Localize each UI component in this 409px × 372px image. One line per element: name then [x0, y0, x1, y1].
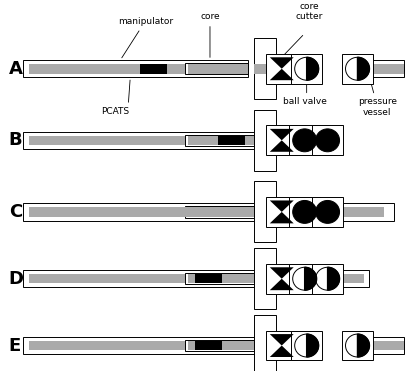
Polygon shape [269, 129, 293, 140]
Bar [184, 206, 253, 218]
Bar [265, 54, 297, 84]
Bar [22, 60, 247, 77]
Bar [275, 337, 294, 354]
Bar [275, 207, 389, 217]
Bar [184, 340, 253, 351]
Bar [184, 135, 253, 146]
Text: A: A [9, 60, 22, 78]
Bar [253, 64, 274, 74]
Ellipse shape [345, 334, 369, 357]
Polygon shape [357, 334, 369, 357]
Bar [253, 248, 275, 309]
Bar [218, 135, 244, 145]
Bar [188, 135, 253, 145]
Polygon shape [269, 69, 293, 80]
Text: manipulator: manipulator [117, 17, 172, 58]
Polygon shape [357, 57, 369, 80]
Bar [275, 274, 364, 283]
Text: E: E [9, 337, 21, 355]
Bar [311, 197, 342, 227]
Text: pressure
vessel: pressure vessel [357, 97, 396, 117]
Bar [195, 341, 221, 350]
Polygon shape [306, 57, 318, 80]
Text: PCATS: PCATS [101, 107, 129, 116]
Ellipse shape [345, 57, 369, 80]
Bar [221, 341, 253, 350]
Bar [140, 64, 167, 74]
Ellipse shape [292, 129, 316, 152]
Bar [288, 264, 319, 294]
Bar [384, 207, 391, 217]
Bar [341, 331, 372, 360]
Ellipse shape [315, 201, 339, 223]
Bar [221, 274, 253, 283]
Polygon shape [304, 267, 316, 290]
Bar [290, 54, 321, 84]
Bar [265, 125, 297, 155]
Bar [288, 125, 319, 155]
Bar [275, 341, 292, 350]
Polygon shape [269, 57, 293, 69]
Bar [130, 207, 253, 217]
Bar [29, 135, 184, 145]
Bar [253, 315, 275, 372]
Bar [29, 207, 130, 217]
Bar [22, 337, 275, 354]
Bar [22, 132, 275, 149]
Bar [188, 274, 253, 283]
Bar [341, 54, 372, 84]
Bar [265, 331, 297, 360]
Bar [275, 270, 369, 287]
Ellipse shape [315, 129, 339, 152]
Ellipse shape [315, 267, 339, 290]
Text: core
cutter: core cutter [295, 1, 323, 21]
Text: C: C [9, 203, 22, 221]
Text: core: core [200, 12, 219, 57]
Bar [275, 203, 393, 221]
Polygon shape [269, 267, 293, 279]
Bar [345, 337, 403, 354]
Bar [369, 64, 403, 74]
Polygon shape [269, 140, 293, 152]
Bar [265, 197, 297, 227]
Bar [253, 38, 275, 99]
Bar [311, 264, 342, 294]
Bar [188, 341, 253, 350]
Polygon shape [269, 279, 293, 290]
Bar [253, 110, 275, 171]
Ellipse shape [292, 201, 316, 223]
Bar [369, 341, 403, 350]
Bar [275, 135, 339, 145]
Text: D: D [9, 270, 24, 288]
Bar [274, 60, 275, 77]
Bar [275, 132, 341, 149]
Bar [29, 274, 184, 283]
Ellipse shape [292, 267, 316, 290]
Polygon shape [327, 267, 339, 290]
Bar [265, 264, 297, 294]
Bar [29, 341, 184, 350]
Bar [29, 64, 247, 74]
Bar [188, 64, 247, 74]
Text: B: B [9, 131, 22, 149]
Polygon shape [269, 346, 293, 357]
Bar [290, 331, 321, 360]
Bar [253, 182, 275, 243]
Ellipse shape [294, 334, 318, 357]
Bar [311, 125, 342, 155]
Polygon shape [269, 201, 293, 212]
Bar [184, 63, 247, 74]
Bar [195, 274, 221, 283]
Ellipse shape [294, 57, 318, 80]
Bar [22, 270, 275, 287]
Bar [184, 273, 253, 285]
Bar [22, 203, 275, 221]
Polygon shape [306, 334, 318, 357]
Bar [288, 197, 319, 227]
Text: ball valve: ball valve [282, 97, 326, 106]
Polygon shape [269, 212, 293, 223]
Polygon shape [269, 334, 293, 346]
Bar [345, 60, 403, 77]
